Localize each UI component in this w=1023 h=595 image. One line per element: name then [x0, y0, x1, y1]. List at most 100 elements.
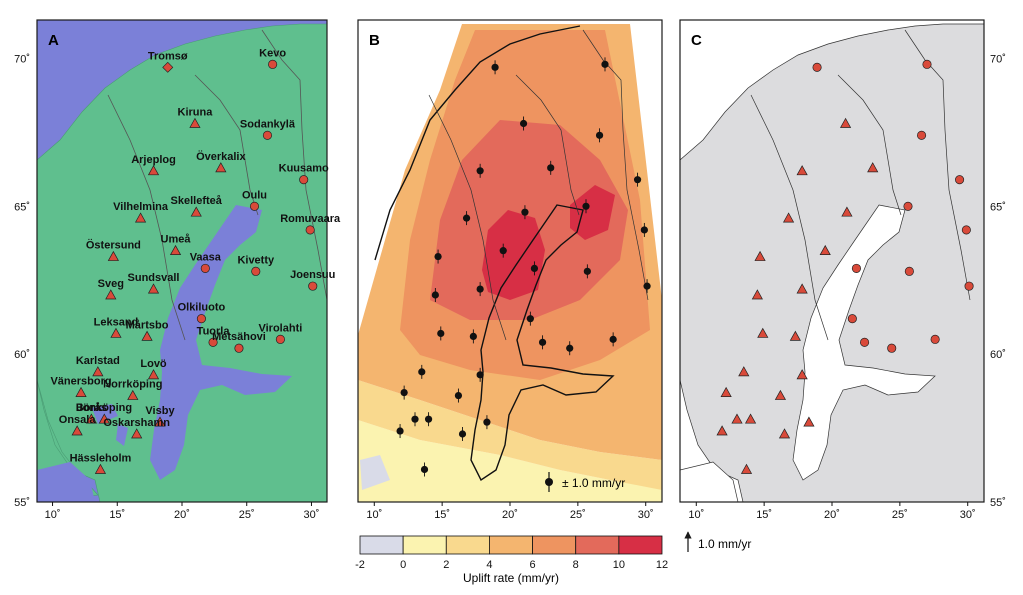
uplift-dot-kivetty — [583, 267, 591, 275]
colorbar-tick-label: 4 — [486, 559, 492, 571]
panel-b-contour-2-4 — [358, 380, 662, 490]
colorbar-tick-label: 10 — [613, 559, 625, 571]
station-label-overkalix: Överkalix — [196, 150, 246, 163]
site-marker-troms- — [812, 62, 822, 72]
y-tick-label-left: 70˚ — [14, 53, 30, 65]
station-label-sundsvall: Sundsvall — [128, 272, 180, 284]
station-label-norrkoping: Norrköping — [103, 379, 162, 391]
y-tick-label-right: 70˚ — [990, 53, 1006, 65]
panel-c-scale: 1.0 mm/yr — [684, 531, 751, 552]
uplift-dot-vanersborg — [400, 388, 408, 397]
station-label-lovo: Lovö — [140, 358, 167, 370]
uplift-dot-vilhelmina — [462, 214, 471, 222]
station-label-tuorla: Tuorla — [197, 325, 231, 337]
uplift-dot-olkiluoto — [526, 315, 534, 323]
station-label-hassleholm: Hässleholm — [70, 452, 132, 464]
station-label-sodankyla: Sodankylä — [240, 118, 296, 130]
station-label-arjeplog: Arjeplog — [131, 154, 176, 166]
station-marker-olkiluoto — [196, 314, 206, 324]
panel-a-lake — [92, 404, 118, 424]
uplift-dot-jonkoping — [424, 415, 433, 423]
uplift-dot-skelleftea — [521, 208, 529, 216]
x-tick-label: 10˚ — [45, 509, 61, 521]
station-label-karlstad: Karlstad — [76, 355, 120, 367]
uplift-dot-boras — [411, 415, 419, 423]
panel-c-borders — [750, 29, 971, 341]
site-marker-norrkoping — [774, 389, 787, 400]
site-marker-sodankyla — [917, 130, 927, 140]
colorbar-label: Uplift rate (mm/yr) — [463, 571, 559, 585]
uplift-dot-martsbo — [469, 332, 477, 341]
station-label-joensuu: Joensuu — [290, 269, 335, 281]
station-marker-kevo — [268, 59, 278, 69]
colorbar-bin — [575, 535, 620, 555]
x-tick-label: 30˚ — [638, 509, 654, 521]
colorbar-bin — [445, 535, 490, 555]
station-marker-norrkoping — [127, 389, 139, 400]
panel-b-stations — [396, 57, 651, 477]
x-tick-label: 10˚ — [688, 509, 704, 521]
x-tick-label: 25˚ — [239, 509, 255, 521]
site-marker-oskarshamn — [778, 428, 791, 439]
station-label-ostersund: Östersund — [86, 239, 141, 252]
uplift-dot-metsahovi — [566, 344, 574, 352]
panel-a-borders — [107, 29, 327, 341]
uplift-dot-arjeplog — [476, 167, 484, 175]
x-tick-label: 20˚ — [824, 509, 840, 521]
uplift-dot-karlstad — [418, 368, 426, 376]
site-marker-romuvaara — [961, 225, 971, 235]
uplift-dot-oulu — [582, 202, 590, 210]
station-marker-skelleftea — [190, 206, 202, 217]
uplift-dot-kuusamo — [633, 176, 642, 184]
uplift-colorbar: -2 0 2 4 6 8 10 12 Uplift rate (mm/yr) — [355, 535, 668, 585]
station-marker-metsahovi — [234, 343, 244, 353]
panel-b-scale-label: ± 1.0 mm/yr — [562, 476, 625, 490]
x-axis-tick-labels: 10˚ 15˚ 20˚ 25˚ 30˚ 10˚ 15˚ 20˚ 25˚ 30˚ 10˚ 15˚ 20˚ 2… — [45, 502, 976, 521]
station-marker-virolahti — [275, 334, 285, 344]
x-tick-label: 15˚ — [434, 509, 450, 521]
site-marker-kivetty — [904, 266, 914, 276]
uplift-dot-sveg — [431, 291, 439, 299]
uplift-dot-virolahti — [609, 335, 617, 343]
station-label-boras: Borås — [76, 402, 107, 414]
y-tick-label-left: 65˚ — [14, 201, 30, 213]
panel-b-coastline — [374, 25, 615, 482]
x-tick-label: 15˚ — [109, 509, 125, 521]
site-marker-lovo — [796, 369, 808, 380]
panel-a-southern-sea — [37, 462, 95, 502]
station-marker-karlstad — [92, 366, 104, 377]
station-marker-vaasa — [200, 263, 210, 273]
site-marker-kuusamo — [955, 175, 965, 185]
y-tick-label-left: 55˚ — [14, 497, 30, 509]
panel-b: B ± 1.0 mm/yr — [357, 19, 663, 503]
station-marker-romuvaara — [305, 225, 315, 235]
station-label-jonkoping: Jönköping — [77, 402, 133, 414]
panel-c-stations — [716, 59, 974, 474]
station-marker-ostersund — [107, 250, 119, 261]
station-label-onsala: Onsala — [59, 414, 97, 426]
station-label-troms-: Tromsø — [148, 50, 188, 62]
colorbar-bins — [359, 535, 663, 555]
uplift-dot-umea — [499, 247, 507, 255]
panel-a: A Tromsø Kevo Kiruna Sodankylä Arjeplog Överk… — [36, 19, 341, 503]
station-label-kiruna: Kiruna — [178, 106, 214, 118]
y-tick-label-right: 55˚ — [990, 497, 1006, 509]
station-marker-overkalix — [215, 162, 227, 173]
station-marker-joensuu — [308, 281, 318, 291]
station-marker-kivetty — [251, 266, 261, 276]
site-marker-olkiluoto — [847, 314, 857, 324]
colorbar-bin — [489, 535, 533, 555]
y-tick-label-left: 60˚ — [14, 349, 30, 361]
colorbar-bin — [402, 535, 447, 555]
uplift-dot-onsala — [396, 427, 404, 435]
uplift-dot-sundsvall — [476, 285, 484, 293]
uplift-dot-tuorla — [538, 338, 547, 346]
station-marker-visby — [154, 416, 166, 427]
colorbar-tick-label: 0 — [400, 559, 406, 571]
station-marker-jonkoping — [98, 413, 110, 424]
station-label-oulu: Oulu — [242, 189, 267, 201]
station-label-virolahti: Virolahti — [258, 322, 302, 334]
station-label-oskarshamn: Oskarshamn — [103, 417, 170, 429]
station-label-visby: Visby — [145, 405, 175, 417]
uplift-dot-troms- — [491, 63, 499, 71]
